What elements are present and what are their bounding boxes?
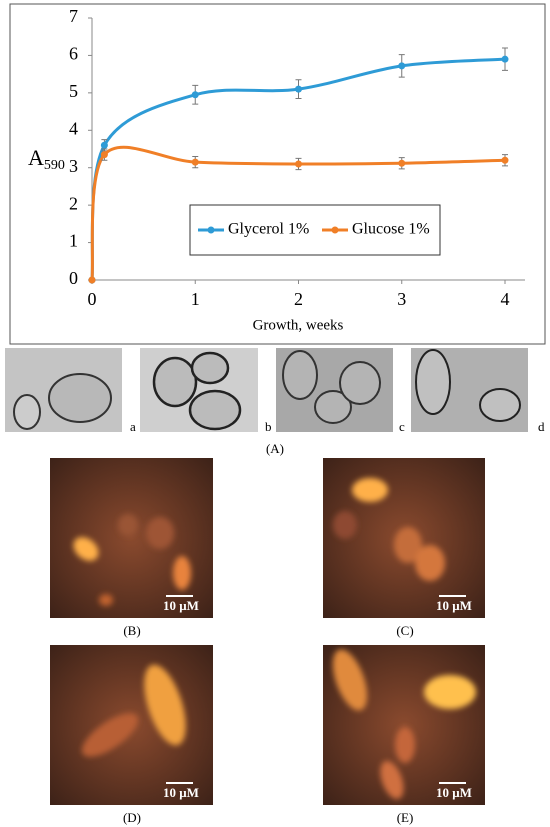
panel-caption: (D) — [123, 810, 141, 825]
fluorescence-b — [50, 458, 213, 618]
data-point — [100, 141, 108, 149]
chart-frame — [9, 3, 546, 345]
x-tick-label: 2 — [294, 289, 303, 309]
legend-marker — [207, 226, 215, 234]
x-tick-label: 1 — [191, 289, 200, 309]
cell — [190, 351, 230, 385]
y-tick-label: 6 — [69, 44, 78, 64]
data-point — [191, 158, 199, 166]
legend-box — [189, 204, 441, 256]
data-point — [191, 91, 199, 99]
micrograph-label: b — [265, 419, 272, 434]
fluorescence-c — [323, 458, 485, 618]
y-tick-label: 0 — [69, 268, 78, 288]
legend-label: Glycerol 1% — [228, 221, 309, 238]
cell — [339, 361, 381, 405]
data-point — [295, 85, 302, 93]
micrograph-label: d — [538, 419, 545, 434]
y-tick-label: 2 — [69, 193, 78, 213]
y-axis-label: A590 — [28, 145, 65, 173]
legend-marker — [331, 226, 339, 234]
y-tick-label: 3 — [69, 156, 78, 176]
scale-label: 10 μM — [436, 785, 472, 800]
cell — [479, 388, 521, 422]
data-point — [501, 156, 509, 164]
scale-label: 10 μM — [163, 598, 199, 613]
micrograph-label: a — [130, 419, 136, 434]
y-tick-label: 5 — [69, 81, 78, 101]
x-tick-label: 4 — [501, 289, 510, 309]
cell — [48, 373, 112, 423]
panel-caption: (A) — [266, 441, 284, 456]
y-label-main: A — [28, 145, 44, 170]
x-tick-label: 3 — [397, 289, 406, 309]
y-tick-label: 4 — [69, 118, 78, 138]
panel-caption: (E) — [397, 810, 414, 825]
y-label-sub: 590 — [44, 158, 65, 173]
fluorescence-e — [323, 645, 485, 805]
cell — [282, 350, 318, 400]
micrographs — [5, 348, 528, 432]
cell — [415, 349, 451, 415]
fluorescence-image — [50, 458, 213, 618]
cell — [152, 356, 198, 408]
micrograph-label: c — [399, 419, 405, 434]
cell — [314, 390, 352, 424]
x-axis-label: Growth, weeks — [253, 317, 344, 333]
data-point — [398, 159, 406, 167]
panel-caption: (B) — [123, 623, 140, 638]
y-tick-label: 1 — [69, 231, 78, 251]
cell — [13, 394, 41, 430]
data-point — [88, 276, 96, 284]
fluorescence-d — [50, 645, 213, 805]
legend-label: Glucose 1% — [352, 221, 430, 238]
plot: 0 1 2 3 4 5 6 7 0 1 2 3 4 Glycerol 1% Glucose 1% — [69, 6, 525, 309]
data-point — [501, 55, 509, 63]
series-line — [90, 145, 506, 281]
y-tick-label: 7 — [69, 6, 78, 26]
data-point — [398, 62, 406, 70]
x-tick-label: 0 — [88, 289, 97, 309]
data-point — [100, 151, 108, 159]
data-point — [295, 160, 302, 168]
scale-label: 10 μM — [436, 598, 472, 613]
panel-caption: (C) — [396, 623, 413, 638]
cell — [188, 389, 242, 431]
scale-label: 10 μM — [163, 785, 199, 800]
